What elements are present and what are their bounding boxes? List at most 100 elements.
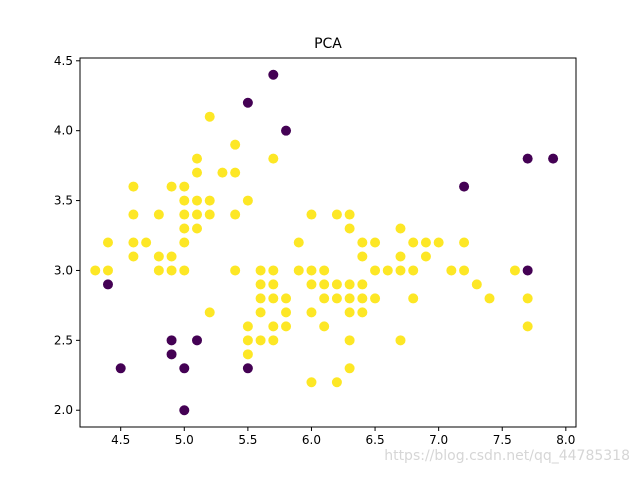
data-point-s0-54 (306, 377, 317, 388)
data-point-s0-32 (230, 167, 241, 178)
data-point-s0-46 (268, 279, 279, 290)
data-point-s0-20 (192, 223, 203, 234)
data-point-s0-81 (370, 237, 381, 248)
x-tick-label: 7.5 (493, 433, 512, 447)
y-tick-label: 4.0 (54, 124, 73, 138)
x-tick-label: 6.0 (302, 433, 321, 447)
data-point-s0-11 (166, 265, 177, 276)
data-point-s0-28 (204, 111, 215, 122)
data-point-s0-96 (471, 279, 482, 290)
data-point-s0-69 (344, 307, 355, 318)
data-point-s0-93 (446, 265, 457, 276)
data-point-s0-41 (255, 279, 266, 290)
y-tick-label: 2.5 (54, 333, 73, 347)
data-point-s0-63 (331, 377, 342, 388)
data-point-s0-49 (281, 321, 292, 332)
data-point-s0-16 (179, 223, 190, 234)
data-point-s0-74 (357, 307, 368, 318)
data-point-s0-73 (344, 209, 355, 220)
data-point-s0-15 (179, 237, 190, 248)
data-point-s0-6 (128, 181, 139, 192)
data-point-s0-58 (306, 209, 317, 220)
data-point-s1-5 (179, 363, 190, 374)
data-point-s0-34 (242, 349, 253, 360)
data-point-s0-21 (192, 209, 203, 220)
data-point-s0-5 (128, 209, 139, 220)
data-point-s0-10 (153, 209, 164, 220)
data-point-s0-79 (370, 293, 381, 304)
data-point-s1-9 (268, 69, 279, 80)
data-point-s0-0 (90, 265, 101, 276)
data-point-s1-12 (522, 265, 533, 276)
data-point-s0-45 (268, 293, 279, 304)
data-point-s0-51 (281, 293, 292, 304)
watermark-text: https://blog.csdn.net/qq_44785318 (384, 448, 630, 464)
data-point-s0-62 (319, 265, 330, 276)
data-point-s0-23 (192, 167, 203, 178)
data-point-s0-61 (319, 279, 330, 290)
data-point-s0-12 (166, 251, 177, 262)
data-point-s0-55 (306, 307, 317, 318)
data-point-s0-31 (230, 209, 241, 220)
x-tick-label: 4.5 (111, 433, 130, 447)
data-point-s1-13 (522, 153, 533, 164)
data-point-s0-95 (459, 237, 470, 248)
data-point-s0-39 (255, 307, 266, 318)
data-point-s0-92 (433, 237, 444, 248)
data-point-s0-76 (357, 279, 368, 290)
data-point-s0-70 (344, 293, 355, 304)
data-point-s0-85 (395, 251, 406, 262)
data-point-s0-57 (306, 265, 317, 276)
data-point-s0-82 (382, 265, 393, 276)
data-point-s0-97 (484, 293, 495, 304)
data-point-s0-22 (192, 195, 203, 206)
data-point-s0-37 (242, 195, 253, 206)
x-tick-label: 8.0 (556, 433, 575, 447)
data-point-s0-4 (128, 237, 139, 248)
data-point-s0-18 (179, 195, 190, 206)
data-point-s1-4 (179, 405, 190, 416)
data-point-s0-9 (153, 251, 164, 262)
data-point-s0-42 (255, 265, 266, 276)
data-point-s0-14 (179, 265, 190, 276)
data-point-s1-3 (166, 335, 177, 346)
data-point-s0-50 (281, 307, 292, 318)
data-point-s0-26 (204, 209, 215, 220)
data-point-s0-72 (344, 223, 355, 234)
data-point-s1-7 (242, 363, 253, 374)
data-point-s0-47 (268, 265, 279, 276)
y-tick-label: 3.5 (54, 194, 73, 208)
data-point-s0-100 (522, 293, 533, 304)
data-point-s0-99 (522, 321, 533, 332)
data-point-s0-24 (192, 153, 203, 164)
data-point-s0-25 (204, 307, 215, 318)
data-point-s0-52 (293, 265, 304, 276)
plot-area-frame (79, 57, 577, 428)
data-point-s0-7 (141, 237, 152, 248)
data-point-s0-87 (408, 293, 419, 304)
data-point-s0-65 (331, 279, 342, 290)
data-point-s0-88 (408, 265, 419, 276)
data-point-s0-33 (230, 139, 241, 150)
data-point-s0-67 (344, 363, 355, 374)
data-point-s0-43 (268, 335, 279, 346)
data-point-s0-71 (344, 279, 355, 290)
data-point-s0-40 (255, 293, 266, 304)
data-point-s0-98 (509, 265, 520, 276)
data-point-s1-11 (459, 181, 470, 192)
data-point-s1-6 (192, 335, 203, 346)
data-point-s0-44 (268, 321, 279, 332)
points-layer (90, 69, 559, 416)
data-point-s0-77 (357, 251, 368, 262)
y-tick-label: 4.5 (54, 54, 73, 68)
data-point-s1-0 (102, 279, 113, 290)
data-point-s0-2 (102, 237, 113, 248)
data-point-s0-83 (395, 335, 406, 346)
data-point-s1-2 (166, 349, 177, 360)
y-tick-label: 2.0 (54, 403, 73, 417)
data-point-s0-59 (319, 321, 330, 332)
x-tick-label: 5.5 (238, 433, 257, 447)
data-point-s0-68 (344, 335, 355, 346)
